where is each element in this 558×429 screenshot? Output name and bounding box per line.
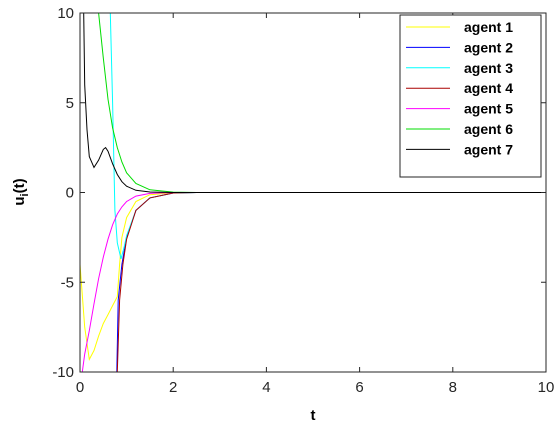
legend-box [399,14,542,178]
y-tick-label: 5 [66,95,74,112]
y-tick-label: -5 [61,274,74,291]
x-tick-label: 2 [169,379,177,396]
x-tick-label: 4 [262,379,270,396]
series-line-agent-5 [80,192,546,373]
y-tick-label: 10 [57,5,74,22]
y-axis-label: ui(t) [11,178,31,205]
tick-labels: 0 2 4 6 8 10 -10 -5 0 5 10 [52,5,554,396]
legend-label: agent 2 [464,39,513,55]
x-axis-label: t [311,407,316,424]
x-tick-label: 0 [76,379,84,396]
y-tick-label: -10 [52,364,74,381]
x-tick-label: 6 [355,379,363,396]
legend-label: agent 3 [464,60,513,76]
legend-label: agent 6 [464,121,513,137]
series-line-agent-7 [83,12,546,193]
series-lines [79,12,546,373]
legend-label: agent 4 [464,80,513,96]
series-line-agent-1 [79,192,546,361]
axes [79,12,547,373]
legend-label: agent 7 [464,141,513,157]
legend-label: agent 5 [464,101,513,117]
x-tick-label: 8 [449,379,457,396]
x-tick-label: 10 [538,379,555,396]
legend-label: agent 1 [464,19,513,35]
y-tick-label: 0 [66,185,74,202]
legend: agent 1 agent 2 agent 3 agent 4 agent 5 agent… [399,14,542,178]
